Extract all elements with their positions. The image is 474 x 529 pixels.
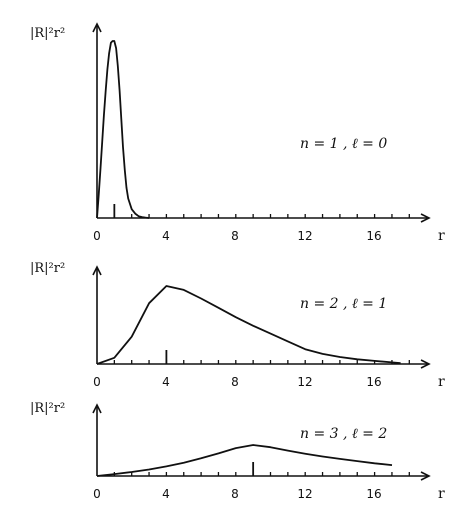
quantum-number-label: n = 1 , ℓ = 0 (300, 136, 387, 152)
quantum-number-label: n = 2 , ℓ = 1 (300, 296, 387, 312)
probability-curve (96, 285, 401, 365)
x-axis-arrow (420, 471, 431, 481)
x-axis-label: r (438, 374, 445, 390)
tick-label-16: 16 (366, 375, 381, 389)
y-axis-arrow (92, 265, 102, 276)
x-axis-label: r (438, 228, 445, 244)
x-axis-arrow (420, 359, 431, 369)
y-axis-arrow (92, 22, 102, 33)
tick-label-16: 16 (366, 487, 381, 501)
y-axis-label: |R|²r² (30, 26, 65, 41)
tick-label-12: 12 (297, 229, 312, 243)
panel-3: |R|²r² r n = 3 , ℓ = 2 0 4 8 12 16 (30, 401, 445, 502)
tick-label-16: 16 (366, 229, 381, 243)
probability-curve (96, 40, 150, 219)
quantum-number-label: n = 3 , ℓ = 2 (300, 426, 387, 442)
x-tick-labels: 0 4 8 12 16 (93, 229, 381, 243)
tick-label-12: 12 (297, 375, 312, 389)
x-ticks (113, 214, 410, 218)
x-axis-arrow (420, 213, 431, 223)
tick-label-0: 0 (93, 229, 101, 243)
tick-label-4: 4 (162, 229, 170, 243)
x-tick-labels: 0 4 8 12 16 (93, 375, 381, 389)
y-axis-label: |R|²r² (30, 401, 65, 416)
tick-label-8: 8 (231, 229, 239, 243)
tick-label-0: 0 (93, 487, 101, 501)
tick-label-0: 0 (93, 375, 101, 389)
probability-curve (96, 444, 393, 477)
tick-label-8: 8 (231, 375, 239, 389)
panel-1: |R|²r² r n = 1 , ℓ = 0 0 4 8 12 16 (30, 22, 445, 244)
x-tick-labels: 0 4 8 12 16 (93, 487, 381, 501)
tick-label-4: 4 (162, 487, 170, 501)
y-axis-label: |R|²r² (30, 261, 65, 276)
panel-2: |R|²r² r n = 2 , ℓ = 1 0 4 8 12 16 (30, 261, 445, 390)
tick-label-4: 4 (162, 375, 170, 389)
tick-label-8: 8 (231, 487, 239, 501)
y-axis-arrow (92, 403, 102, 414)
x-axis-label: r (438, 486, 445, 502)
tick-label-12: 12 (297, 487, 312, 501)
